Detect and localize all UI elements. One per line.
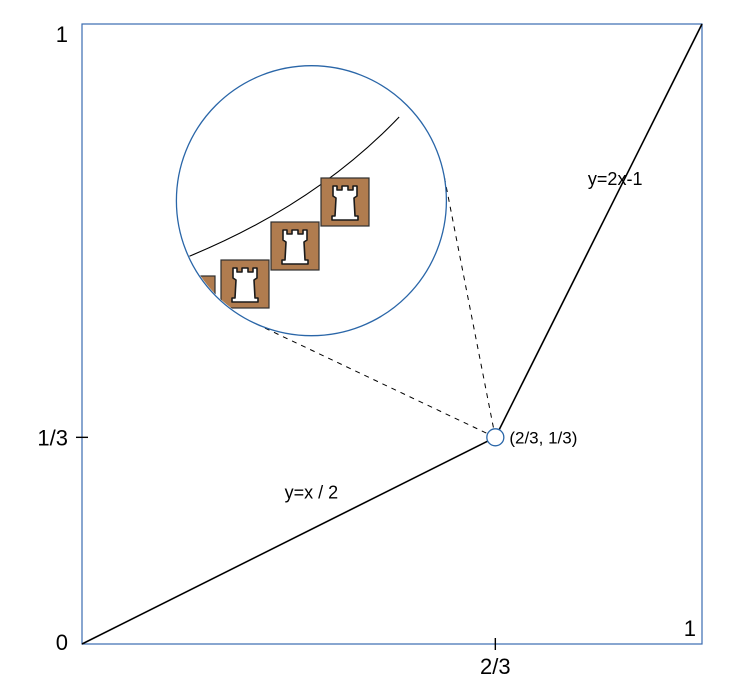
equation-label-line2: y=2x-1 [588,169,643,189]
y-axis-label-1: 1 [56,22,68,47]
axis-label-zero: 0 [56,630,68,655]
rook-tile [271,222,319,270]
rook-tile [321,178,369,226]
y-axis-label-one-third: 1/3 [37,425,68,450]
x-axis-label-two-thirds: 2/3 [480,654,511,679]
equation-label-line1: y=x / 2 [285,482,339,502]
x-axis-label-1: 1 [684,616,696,641]
magnifier-circle [176,66,446,336]
intersection-marker [487,429,504,446]
diagram-canvas: 1 1/3 0 2/3 1 y=x / 2 y=2x-1 (2/3, 1/3) [0,0,740,684]
rook-icon [232,268,258,302]
rook-icon [332,186,358,220]
rook-icon [282,230,308,264]
rook-tile [221,260,269,308]
intersection-label: (2/3, 1/3) [509,428,577,447]
